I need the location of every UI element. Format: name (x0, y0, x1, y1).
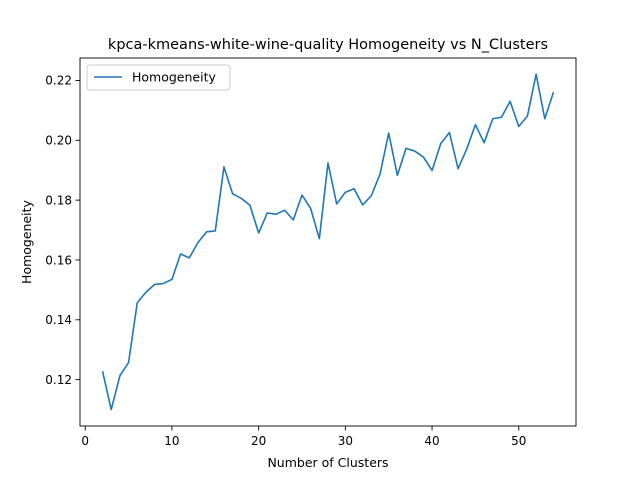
legend: Homogeneity (86, 64, 231, 91)
axis-ticks: 0 10 20 30 40 50 0.12 0.14 0.16 0.18 0.20 0.22 (45, 74, 526, 448)
y-tick-label: 0.16 (45, 253, 72, 267)
y-tick-label: 0.18 (45, 193, 72, 207)
legend-label: Homogeneity (132, 70, 216, 85)
y-tick-label: 0.12 (45, 373, 72, 387)
y-axis-label: Homogeneity (19, 199, 34, 283)
legend-box (86, 64, 231, 91)
series-line-homogeneity (101, 73, 555, 411)
x-tick-label: 0 (81, 434, 89, 448)
x-tick-label: 10 (164, 434, 179, 448)
x-tick-label: 20 (251, 434, 266, 448)
y-tick-label: 0.22 (45, 74, 72, 88)
y-tick-label: 0.14 (45, 313, 72, 327)
chart-title: kpca-kmeans-white-wine-quality Homogenei… (108, 37, 548, 53)
x-tick-label: 40 (424, 434, 439, 448)
x-axis-label: Number of Clusters (267, 455, 388, 470)
y-tick-label: 0.20 (45, 134, 72, 148)
plot-area (80, 58, 576, 426)
plot-frame (79, 57, 577, 427)
x-tick-label: 50 (511, 434, 526, 448)
x-tick-label: 30 (338, 434, 353, 448)
